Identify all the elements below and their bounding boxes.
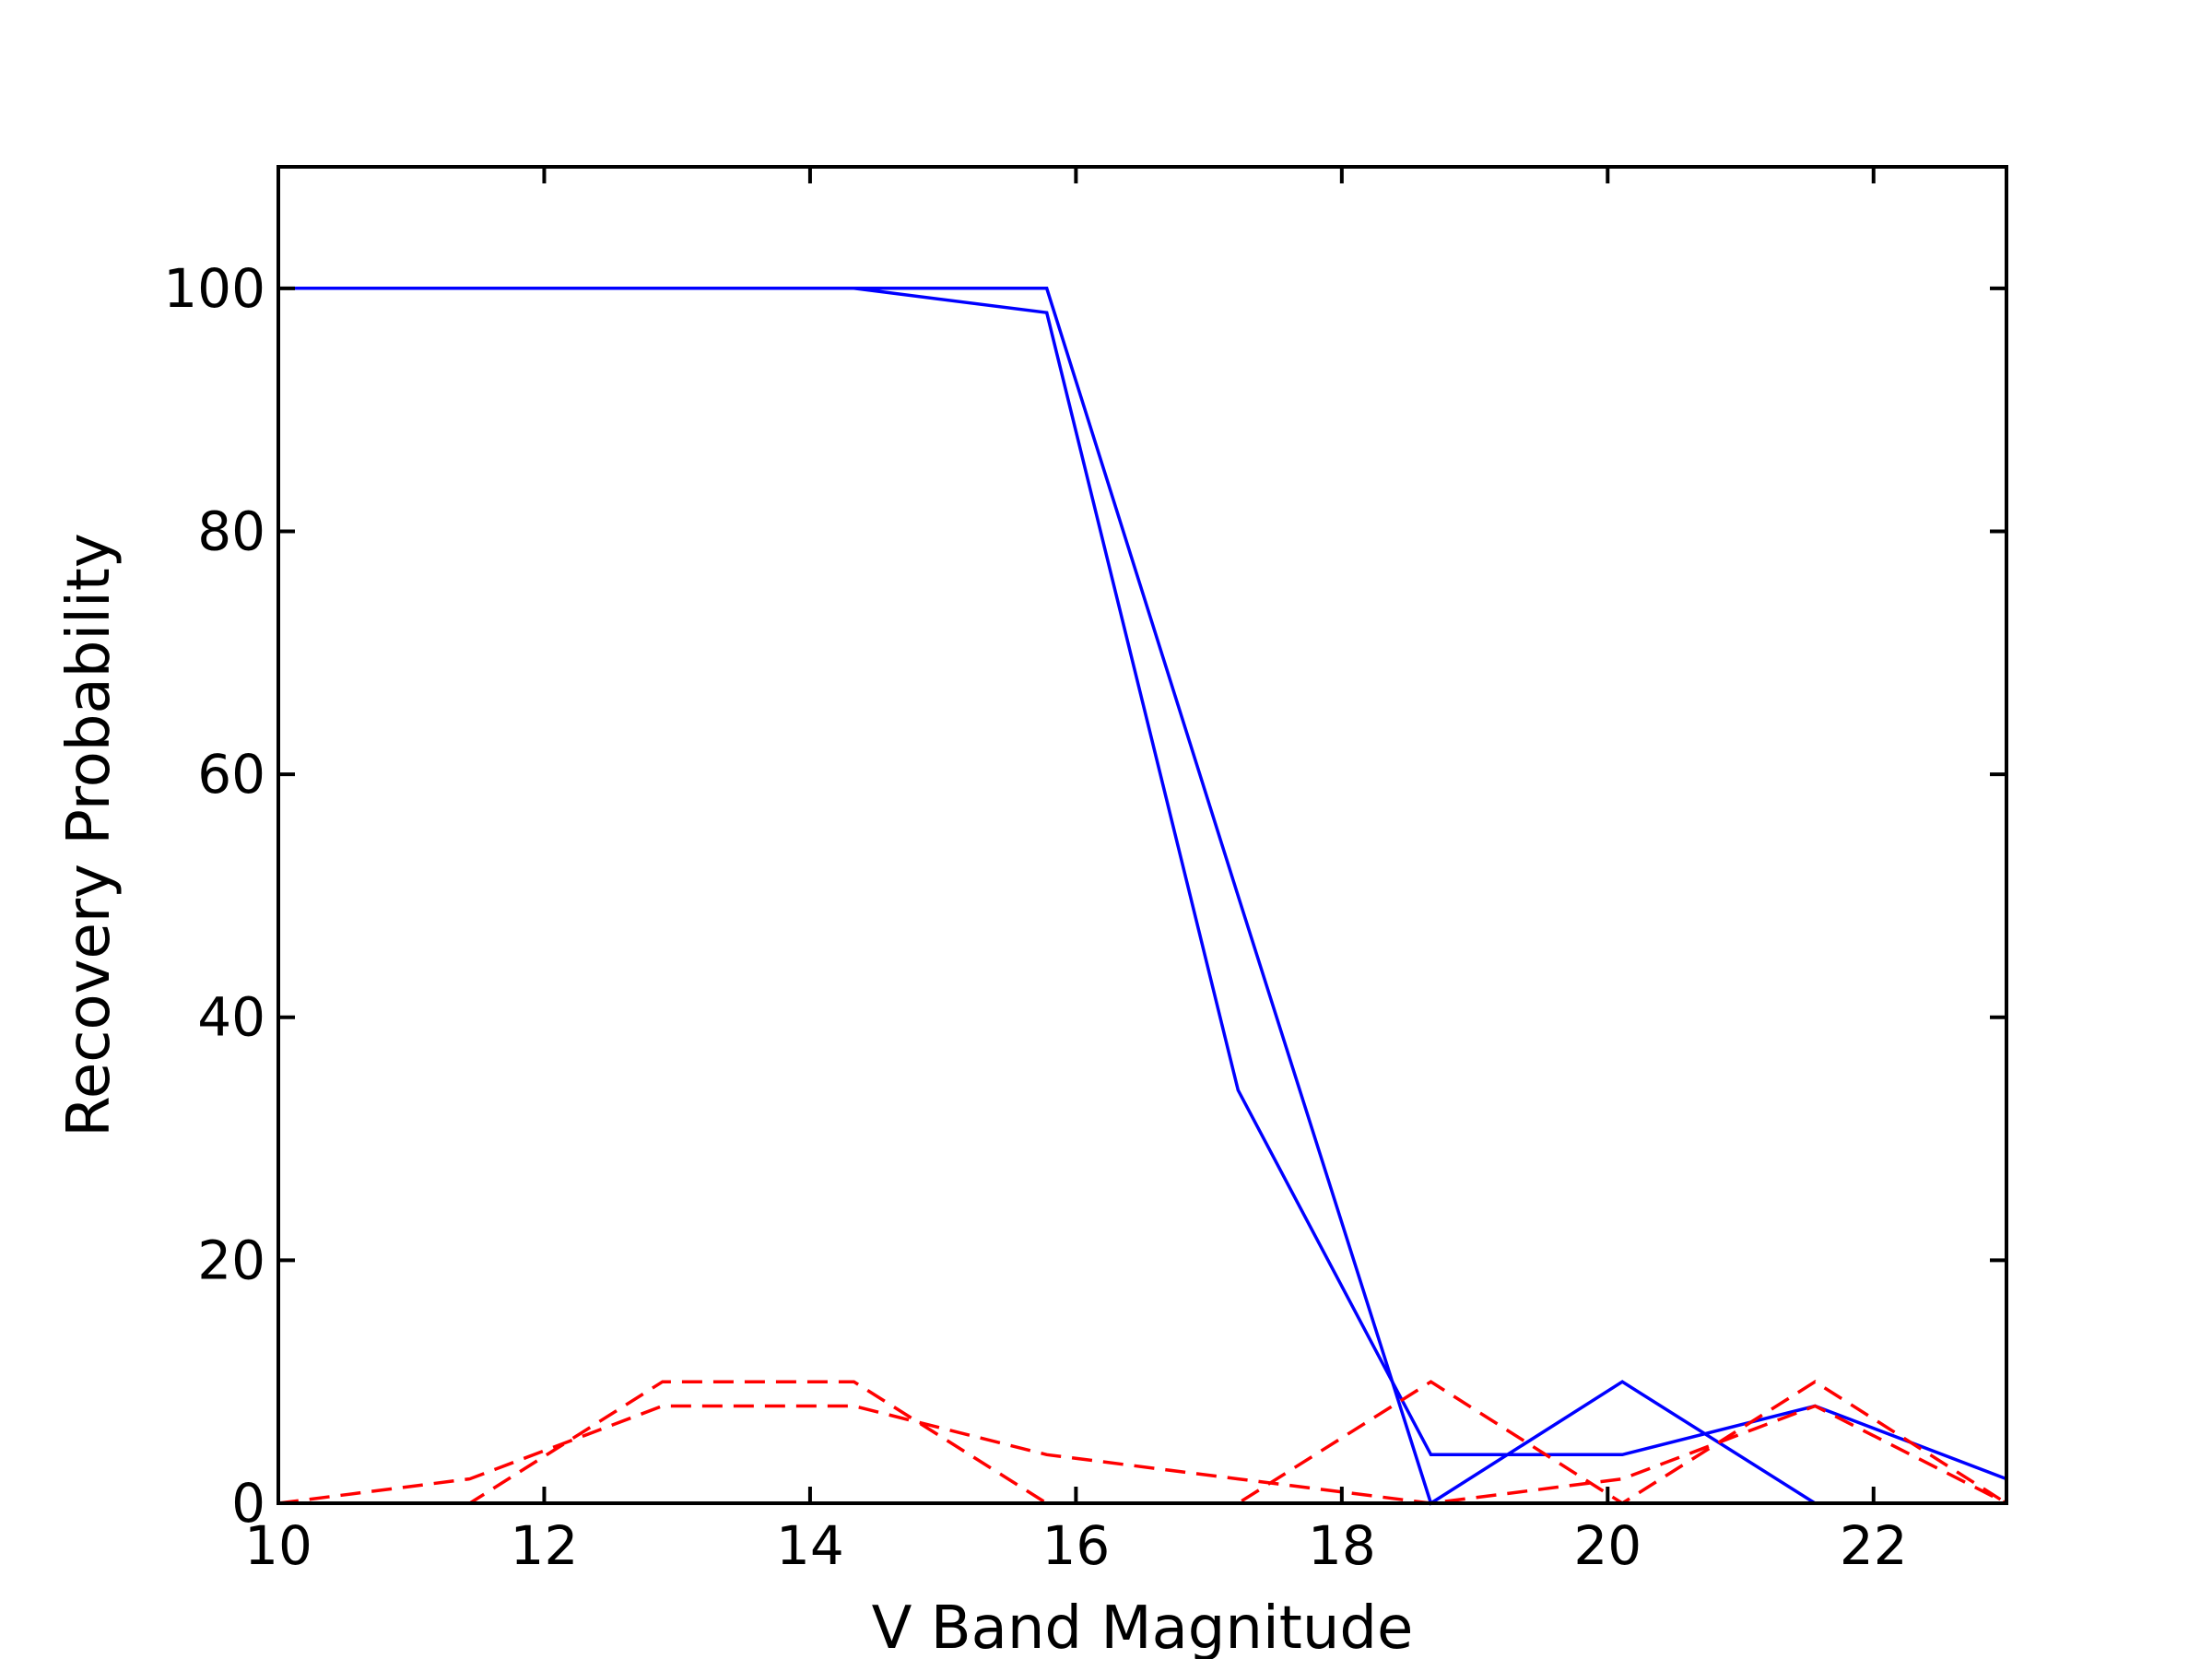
x-tick-label: 20 [1573,1514,1641,1577]
x-tick-label: 16 [1041,1514,1110,1577]
y-tick-label: 40 [197,986,265,1049]
series-layer [277,287,2007,1506]
tick-layer: 10 12 14 16 18 20 22 0 20 40 60 80 100 [163,167,2006,1577]
plot-frame [276,165,2008,1505]
x-tick-label: 10 [244,1514,312,1577]
y-tick-label: 60 [197,743,265,806]
series-line-2 [278,287,2007,1481]
x-tick-label: 14 [776,1514,844,1577]
y-tick-label: 0 [231,1472,265,1535]
y-tick-label: 80 [197,500,265,562]
series-line-1 [278,287,2006,1506]
x-tick-label: 22 [1840,1514,1908,1577]
series-line-3 [278,1380,2007,1506]
series-line-4 [277,1404,2007,1505]
x-tick-label: 18 [1308,1514,1376,1577]
y-tick-label: 100 [163,257,265,320]
y-tick-label: 20 [197,1229,265,1291]
x-tick-label: 12 [511,1514,579,1577]
y-axis-label: Recovery Probability [55,533,124,1136]
x-axis-label: V Band Magnitude [872,1594,1414,1659]
